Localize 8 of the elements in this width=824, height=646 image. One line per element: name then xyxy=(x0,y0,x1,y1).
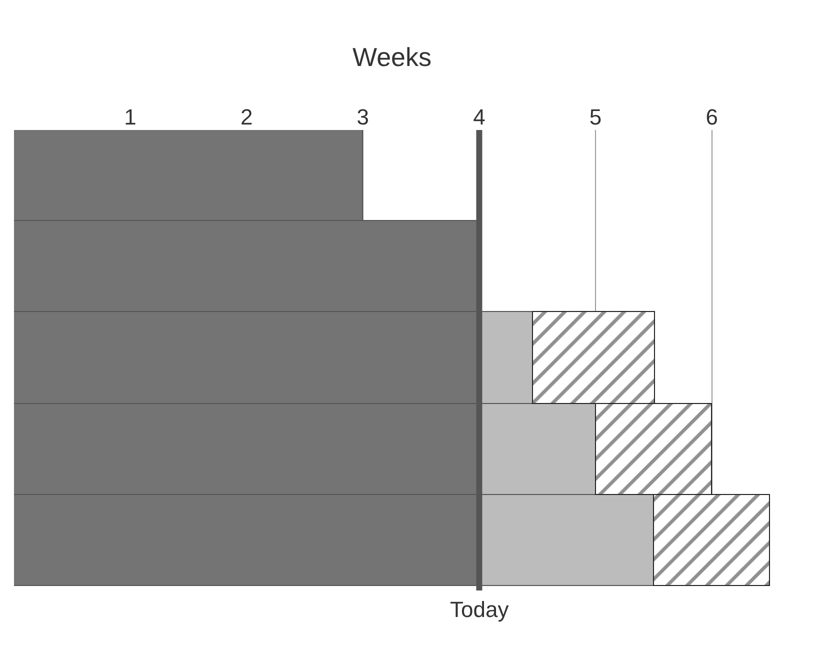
x-tick-label: 5 xyxy=(589,104,602,130)
x-tick-label: 2 xyxy=(240,104,253,130)
x-tick-label: 4 xyxy=(473,104,486,130)
x-tick-label: 3 xyxy=(356,104,370,130)
ref-line-label: Today xyxy=(450,597,509,622)
x-tick-label: 6 xyxy=(706,104,718,130)
x-tick-label: 1 xyxy=(124,104,136,130)
x-axis-title: Weeks xyxy=(352,42,432,72)
